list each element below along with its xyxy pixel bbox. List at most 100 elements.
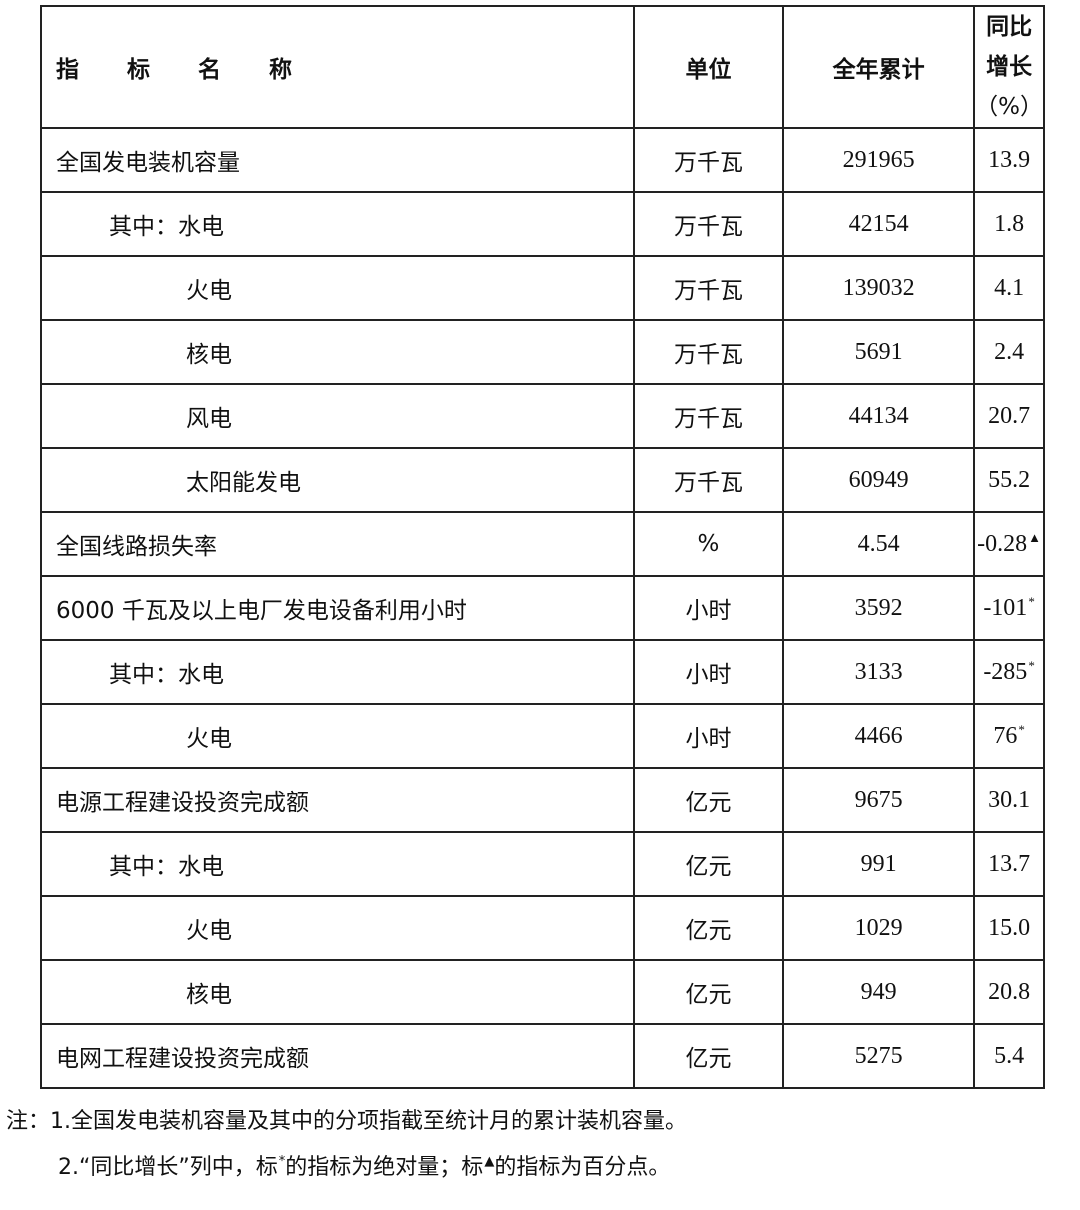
total-cell: 139032 <box>782 255 976 321</box>
table-row: 核电 亿元 949 20.8 <box>40 959 1045 1025</box>
growth-cell-text: 5.4 <box>994 1042 1025 1069</box>
unit-cell-text: 万千瓦 <box>673 470 743 496</box>
growth-cell: 15.0 <box>973 895 1045 961</box>
indicator-name-text: 6000 千瓦及以上电厂发电设备利用小时 <box>56 598 467 624</box>
growth-cell-text: 4.1 <box>994 274 1025 301</box>
unit-cell: 亿元 <box>632 895 785 961</box>
total-cell: 4466 <box>782 703 976 769</box>
star-mark: * <box>1028 594 1035 609</box>
total-cell-text: 44134 <box>848 402 909 429</box>
table-row: 太阳能发电 万千瓦 60949 55.2 <box>40 447 1045 513</box>
indicator-name-text: 其中：水电 <box>109 854 224 880</box>
unit-cell-text: 万千瓦 <box>673 214 743 240</box>
unit-cell: 亿元 <box>632 831 785 897</box>
unit-cell-text: 万千瓦 <box>673 406 743 432</box>
indicator-name: 核电 <box>40 319 635 385</box>
unit-cell-text: 亿元 <box>685 1046 732 1072</box>
unit-cell: 小时 <box>632 639 785 705</box>
growth-cell-text: -285 <box>983 659 1028 685</box>
indicator-name-text: 火电 <box>186 278 232 304</box>
growth-cell: 20.7 <box>973 383 1045 449</box>
notes: 注：1.全国发电装机容量及其中的分项指截至统计月的累计装机容量。 2.“同比增长… <box>6 1102 687 1188</box>
star-mark: * <box>278 1154 286 1169</box>
total-cell: 949 <box>782 959 976 1025</box>
total-cell: 42154 <box>782 191 976 257</box>
growth-cell-text: 2.4 <box>994 338 1025 365</box>
growth-cell-text: 20.8 <box>988 978 1031 1005</box>
table-row: 其中：水电 万千瓦 42154 1.8 <box>40 191 1045 257</box>
header-total: 全年累计 <box>782 5 976 129</box>
indicator-name-text: 其中：水电 <box>109 662 224 688</box>
note-2-part: 2.“同比增长”列中，标 <box>58 1155 278 1180</box>
table-row: 火电 万千瓦 139032 4.1 <box>40 255 1045 321</box>
indicator-name: 电网工程建设投资完成额 <box>40 1023 635 1089</box>
unit-cell-text: 亿元 <box>685 982 732 1008</box>
indicator-name: 其中：水电 <box>40 191 635 257</box>
unit-cell-text: 小时 <box>685 662 732 688</box>
unit-cell: 小时 <box>632 575 785 641</box>
growth-cell: 20.8 <box>973 959 1045 1025</box>
growth-cell: 76* <box>973 703 1045 769</box>
table-row: 6000 千瓦及以上电厂发电设备利用小时 小时 3592 -101* <box>40 575 1045 641</box>
unit-cell: 万千瓦 <box>632 383 785 449</box>
indicator-name-text: 火电 <box>186 726 232 752</box>
unit-cell-text: 万千瓦 <box>673 278 743 304</box>
star-mark: * <box>1018 722 1025 737</box>
table-row: 其中：水电 小时 3133 -285* <box>40 639 1045 705</box>
header-row: 指 标 名 称 单位 全年累计 同比增长 （%） <box>40 5 1045 129</box>
growth-cell-text: -0.28 <box>977 531 1028 557</box>
indicator-name: 全国线路损失率 <box>40 511 635 577</box>
indicator-name-text: 全国线路损失率 <box>56 534 217 560</box>
total-cell-text: 5691 <box>854 338 903 365</box>
indicator-name: 电源工程建设投资完成额 <box>40 767 635 833</box>
growth-cell: 1.8 <box>973 191 1045 257</box>
unit-cell: 亿元 <box>632 767 785 833</box>
total-cell-text: 1029 <box>854 914 903 941</box>
note-2-part: 的指标为绝对量；标 <box>285 1155 484 1180</box>
header-growth: 同比增长 （%） <box>973 5 1045 129</box>
unit-cell: 万千瓦 <box>632 191 785 257</box>
indicator-name-text: 全国发电装机容量 <box>56 150 240 176</box>
total-cell: 5691 <box>782 319 976 385</box>
growth-cell-text: 1.8 <box>994 210 1025 237</box>
growth-cell: 5.4 <box>973 1023 1045 1089</box>
total-cell: 1029 <box>782 895 976 961</box>
total-cell-text: 42154 <box>848 210 909 237</box>
unit-cell: 小时 <box>632 703 785 769</box>
table-row: 电源工程建设投资完成额 亿元 9675 30.1 <box>40 767 1045 833</box>
table-row: 其中：水电 亿元 991 13.7 <box>40 831 1045 897</box>
unit-cell: 万千瓦 <box>632 447 785 513</box>
unit-cell: 万千瓦 <box>632 319 785 385</box>
unit-cell-text: 小时 <box>685 726 732 752</box>
total-cell: 5275 <box>782 1023 976 1089</box>
table-row: 全国发电装机容量 万千瓦 291965 13.9 <box>40 127 1045 193</box>
growth-cell-text: 30.1 <box>988 786 1031 813</box>
table-row: 电网工程建设投资完成额 亿元 5275 5.4 <box>40 1023 1045 1089</box>
total-cell: 60949 <box>782 447 976 513</box>
total-cell-text: 4.54 <box>857 530 900 557</box>
table-row: 火电 小时 4466 76* <box>40 703 1045 769</box>
total-cell: 291965 <box>782 127 976 193</box>
header-name: 指 标 名 称 <box>40 5 635 129</box>
statistics-table: 指 标 名 称 单位 全年累计 同比增长 （%） 全国发电装机容量 万千瓦 2919… <box>40 5 1045 1089</box>
total-cell-text: 4466 <box>854 722 903 749</box>
total-cell: 3133 <box>782 639 976 705</box>
table-row: 全国线路损失率% 4.54 -0.28▲ <box>40 511 1045 577</box>
indicator-name: 火电 <box>40 703 635 769</box>
growth-cell-text: 76 <box>993 723 1018 749</box>
indicator-name: 全国发电装机容量 <box>40 127 635 193</box>
total-cell-text: 291965 <box>842 146 915 173</box>
unit-cell-text: 亿元 <box>685 854 732 880</box>
growth-cell-text: 15.0 <box>988 914 1031 941</box>
growth-cell: 4.1 <box>973 255 1045 321</box>
indicator-name-text: 其中：水电 <box>109 214 224 240</box>
total-cell: 9675 <box>782 767 976 833</box>
growth-cell-text: 55.2 <box>988 466 1031 493</box>
indicator-name-text: 电网工程建设投资完成额 <box>56 1046 309 1072</box>
total-cell: 3592 <box>782 575 976 641</box>
total-cell-text: 139032 <box>842 274 915 301</box>
growth-cell-text: -101 <box>983 595 1028 621</box>
table-row: 核电 万千瓦 5691 2.4 <box>40 319 1045 385</box>
unit-cell: 亿元 <box>632 1023 785 1089</box>
unit-cell-text: % <box>697 531 720 557</box>
